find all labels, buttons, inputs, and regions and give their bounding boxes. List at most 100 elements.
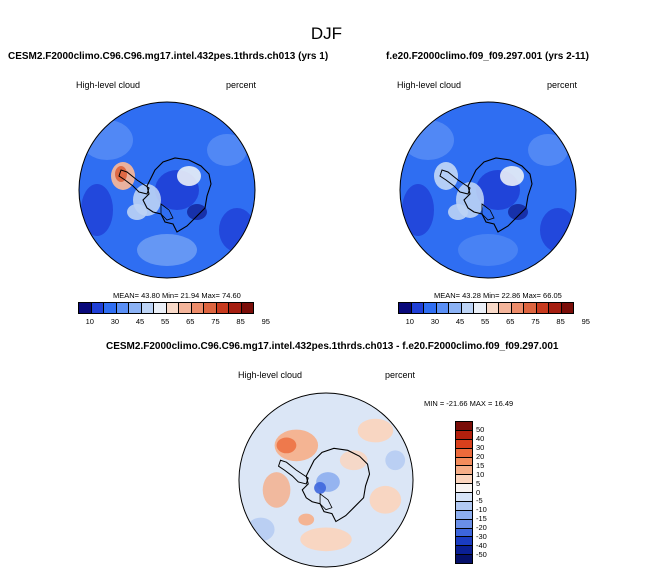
panel3-field-label: High-level cloud [238, 370, 303, 380]
panel2-colorbar-tick-label: 65 [506, 317, 515, 326]
panel3-field-contour [262, 472, 291, 508]
panel2-run-label: f.e20.F2000climo.f09_f09.297.001 (yrs 2-… [386, 51, 589, 62]
panel3-colorbar-swatch [456, 555, 472, 563]
panel1-colorbar-swatch [91, 303, 104, 313]
panel3-map-border [238, 392, 414, 568]
panel1-field-contour [187, 204, 207, 220]
panel1-colorbar-swatch [116, 303, 129, 313]
panel2-field-contour [458, 234, 518, 266]
panel2-colorbar-swatch [449, 303, 462, 313]
panel2-field-contour [402, 184, 434, 236]
panel3-colorbar-tick-label: 40 [476, 433, 485, 443]
panel1-colorbar-tick-label: 95 [261, 317, 270, 326]
panel1-field-contour [177, 166, 201, 186]
panel3-colorbar-tick-label: -40 [476, 541, 487, 551]
panel2-peninsula-coastline [439, 169, 471, 195]
panel3-field-contour [300, 527, 352, 552]
panel3-peninsula-coastline [277, 459, 309, 485]
panel1-colorbar-tick-label: 75 [211, 317, 220, 326]
panel2-units-label: percent [547, 80, 578, 90]
panel3-colorbar-tick-label: 50 [476, 424, 485, 434]
panel3-colorbar-tick-label: 20 [476, 451, 485, 461]
panel1-colorbar-tick-label: 55 [161, 317, 170, 326]
panel1-colorbar [78, 302, 254, 314]
panel3-colorbar-tick-label: -50 [476, 550, 487, 560]
panel1-colorbar-swatch [154, 303, 167, 313]
panel2-polar-map [399, 101, 577, 279]
panel1-colorbar-swatch [79, 303, 92, 313]
panel2-colorbar-swatch [424, 303, 437, 313]
panel3-colorbar-swatch [456, 484, 472, 493]
panel3-field-contour [339, 450, 368, 471]
panel3-colorbar-tick-label: 15 [476, 460, 485, 470]
panel3-stats: MIN = -21.66 MAX = 16.49 [424, 399, 514, 408]
panel1-colorbar-tick-label: 45 [135, 317, 145, 326]
panel2-colorbar-swatch [461, 303, 474, 313]
panel1-field-contour [127, 204, 147, 220]
panel2-map-border [399, 101, 577, 279]
figure-title: DJF [310, 24, 343, 43]
panel2-colorbar-tick-label: 95 [581, 317, 590, 326]
panel2-colorbar-swatch [436, 303, 449, 313]
panel3-colorbar-swatch [456, 466, 472, 476]
panel1-colorbar-tick-label: 85 [236, 317, 245, 326]
panel2-antarctica-coastline [463, 157, 533, 233]
panel3-colorbar-tick-label: 5 [476, 478, 481, 488]
panel2-colorbar-swatch [511, 303, 524, 313]
panel3-colorbar-swatch [456, 448, 472, 458]
panel2-colorbar-tick-label: 10 [405, 317, 414, 326]
panel1-field-contour [207, 134, 247, 166]
panel3-colorbar-swatch [456, 457, 472, 467]
panel3-colorbar-swatch [456, 422, 472, 431]
panel1-colorbar-swatch [166, 303, 179, 313]
panel3-field-contour [369, 485, 402, 514]
panel1-colorbar-tick-label: 30 [110, 317, 120, 326]
panel1-colorbar-swatch [129, 303, 142, 313]
panel1-antarctica-coastline [142, 157, 212, 233]
panel2-colorbar-swatch [549, 303, 562, 313]
panel2-colorbar [398, 302, 574, 314]
panel2-stats: MEAN= 43.28 Min= 22.86 Max= 66.05 [434, 291, 562, 300]
panel3-colorbar-labels: 50 40 30 20 15 10 5 0 -5 -10 -15 -20 -30 -40 -50 [476, 421, 506, 564]
panel2-colorbar-swatch [411, 303, 424, 313]
panel1-colorbar-swatch [179, 303, 192, 313]
panel3-colorbar-swatch [456, 501, 472, 511]
panel2-colorbar-tick-label: 30 [430, 317, 440, 326]
panel1-colorbar-swatch [104, 303, 117, 313]
panel1-colorbar-swatch [241, 303, 253, 313]
panel3-units-label: percent [385, 370, 416, 380]
panel1-field-contour [137, 234, 197, 266]
panel1-map-border [78, 101, 256, 279]
panel1-colorbar-swatch [191, 303, 204, 313]
panel2-field-contour [434, 162, 458, 190]
panel3-field-contour [314, 481, 326, 494]
panel1-colorbar-swatch [229, 303, 242, 313]
panel3-colorbar-swatch [456, 546, 472, 556]
panel2-colorbar-tick-label: 75 [531, 317, 540, 326]
panel2-colorbar-swatch [486, 303, 499, 313]
panel3-field-contour [298, 513, 315, 526]
panel2-colorbar-swatch [536, 303, 549, 313]
panel1-colorbar-labels: 10 30 45 55 65 75 85 95 [78, 317, 270, 327]
panel2-field-label: High-level cloud [397, 80, 462, 90]
panel1-colorbar-swatch [141, 303, 154, 313]
panel1-colorbar-tick-label: 10 [85, 317, 94, 326]
panel3-polar-map [238, 392, 414, 568]
panel2-colorbar-swatch [524, 303, 537, 313]
panel1-colorbar-tick-label: 65 [186, 317, 195, 326]
panel3-antarctica-coastline [301, 447, 371, 523]
panel1-field-contour [115, 166, 127, 182]
panel3-colorbar-tick-label: 0 [476, 487, 481, 497]
panel3-colorbar-tick-label: -5 [476, 496, 483, 506]
panel3-colorbar-tick-label: -30 [476, 532, 487, 542]
panel2-field-contour [508, 204, 528, 220]
panel3-colorbar-tick-label: -10 [476, 505, 487, 515]
panel3-colorbar-swatch [456, 528, 472, 538]
panel1-field-contour [81, 184, 113, 236]
panel3-colorbar-tick-label: 30 [476, 442, 485, 452]
panel2-ice-shelf-outline [481, 203, 495, 221]
panel1-peninsula-coastline [118, 169, 150, 195]
panel2-colorbar-swatch [499, 303, 512, 313]
panel1-field-label: High-level cloud [76, 80, 141, 90]
panel3-colorbar-swatch [456, 475, 472, 485]
